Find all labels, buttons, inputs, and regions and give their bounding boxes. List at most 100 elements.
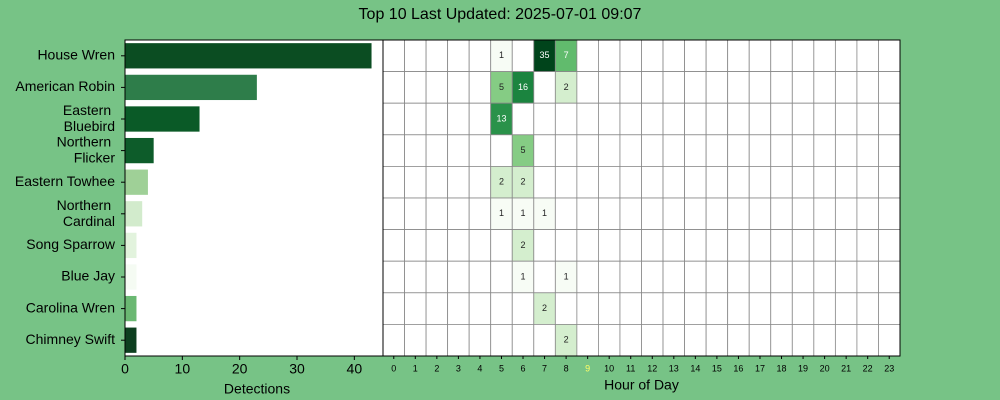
- empty-cell: [856, 102, 879, 136]
- empty-cell: [447, 229, 470, 262]
- empty-cell: [598, 102, 621, 136]
- x-axis-label: Detections: [224, 381, 290, 397]
- cell-label: 1: [499, 208, 504, 218]
- empty-cell: [425, 39, 449, 73]
- empty-cell: [748, 229, 772, 262]
- empty-cell: [641, 260, 664, 294]
- cell-label: 5: [521, 145, 526, 155]
- bar: [125, 264, 137, 290]
- empty-cell: [404, 260, 427, 294]
- x-tick-label: 13: [669, 363, 679, 373]
- chart-title: Top 10 Last Updated: 2025-07-01 09:07: [359, 6, 642, 23]
- empty-cell: [641, 102, 664, 136]
- empty-cell: [856, 39, 879, 73]
- empty-cell: [684, 39, 707, 73]
- empty-cell: [468, 134, 492, 167]
- empty-cell: [598, 165, 621, 199]
- empty-cell: [684, 260, 707, 294]
- empty-cell: [598, 292, 621, 325]
- cell-label: 2: [564, 335, 569, 345]
- x-tick-label: 18: [777, 363, 787, 373]
- empty-cell: [770, 102, 793, 136]
- y-tick-label: Eastern Bluebird: [63, 102, 115, 134]
- empty-cell: [834, 102, 858, 136]
- empty-cell: [533, 165, 556, 199]
- empty-cell: [576, 71, 599, 104]
- empty-cell: [684, 323, 707, 357]
- empty-cell: [856, 197, 879, 231]
- empty-cell: [447, 323, 470, 357]
- empty-cell: [791, 134, 815, 167]
- empty-cell: [770, 323, 793, 357]
- empty-cell: [619, 292, 642, 325]
- empty-cell: [619, 165, 642, 199]
- empty-cell: [748, 292, 772, 325]
- empty-cell: [791, 292, 815, 325]
- empty-cell: [598, 39, 621, 73]
- empty-cell: [770, 71, 793, 104]
- empty-cell: [878, 39, 901, 73]
- cell-label: 2: [521, 177, 526, 187]
- empty-cell: [447, 102, 470, 136]
- empty-cell: [791, 71, 815, 104]
- x-tick-label: 0: [391, 363, 396, 373]
- empty-cell: [425, 292, 449, 325]
- empty-cell: [404, 39, 427, 73]
- empty-cell: [662, 134, 685, 167]
- empty-cell: [856, 165, 879, 199]
- empty-cell: [533, 134, 556, 167]
- empty-cell: [727, 39, 750, 73]
- empty-cell: [598, 134, 621, 167]
- bar: [125, 169, 148, 195]
- empty-cell: [468, 229, 492, 262]
- empty-cell: [468, 71, 492, 104]
- empty-cell: [598, 229, 621, 262]
- bar: [125, 106, 200, 132]
- cell-label: 2: [521, 240, 526, 250]
- x-tick-label: 8: [564, 363, 569, 373]
- empty-cell: [619, 39, 642, 73]
- empty-cell: [813, 292, 836, 325]
- empty-cell: [662, 102, 685, 136]
- empty-cell: [619, 229, 642, 262]
- empty-cell: [878, 323, 901, 357]
- empty-cell: [641, 39, 664, 73]
- empty-cell: [813, 39, 836, 73]
- x-tick-label: 15: [712, 363, 722, 373]
- empty-cell: [576, 197, 599, 231]
- empty-cell: [727, 323, 750, 357]
- x-tick-label: 11: [626, 363, 635, 373]
- empty-cell: [684, 102, 707, 136]
- empty-cell: [748, 323, 772, 357]
- empty-cell: [856, 323, 879, 357]
- empty-cell: [468, 323, 492, 357]
- empty-cell: [511, 292, 535, 325]
- empty-cell: [619, 260, 642, 294]
- y-tick-label: House Wren: [37, 47, 115, 63]
- empty-cell: [382, 134, 405, 167]
- cell-label: 1: [521, 271, 526, 281]
- empty-cell: [705, 102, 729, 136]
- empty-cell: [447, 292, 470, 325]
- empty-cell: [791, 229, 815, 262]
- empty-cell: [705, 292, 729, 325]
- empty-cell: [834, 165, 858, 199]
- empty-cell: [834, 39, 858, 73]
- x-tick-label: 0: [121, 361, 129, 377]
- empty-cell: [490, 292, 513, 325]
- empty-cell: [447, 39, 470, 73]
- x-tick-label: 22: [863, 363, 873, 373]
- empty-cell: [425, 102, 449, 136]
- empty-cell: [834, 134, 858, 167]
- x-tick-label: 3: [456, 363, 461, 373]
- bar: [125, 295, 137, 322]
- empty-cell: [404, 229, 427, 262]
- empty-cell: [791, 197, 815, 231]
- empty-cell: [598, 260, 621, 294]
- empty-cell: [382, 292, 405, 325]
- x-tick-label: 4: [477, 363, 482, 373]
- empty-cell: [598, 323, 621, 357]
- empty-cell: [425, 260, 449, 294]
- empty-cell: [813, 102, 836, 136]
